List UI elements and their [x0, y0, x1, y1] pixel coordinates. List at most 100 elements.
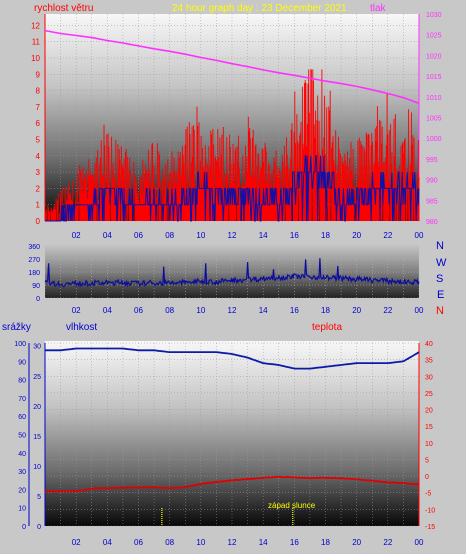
- wind-tick-label: 4: [36, 152, 41, 161]
- x-tick-label-middle: 04: [103, 306, 112, 315]
- x-tick-label-middle: 16: [290, 306, 299, 315]
- humidity-tick-label: 20: [18, 487, 26, 494]
- temperature-tick-label: 35: [425, 358, 433, 365]
- pressure-tick-label: 1025: [426, 33, 442, 40]
- x-tick-label-middle: 06: [134, 306, 143, 315]
- wind-tick-label: 2: [36, 184, 41, 193]
- pressure-tick-label: 1005: [426, 116, 442, 123]
- x-tick-label-middle: 08: [165, 306, 174, 315]
- x-tick-label-middle: 02: [72, 306, 81, 315]
- wind-tick-label: 12: [31, 21, 40, 30]
- humidity-tick-label: 50: [18, 433, 26, 440]
- pressure-axis-title: tlak: [370, 3, 387, 14]
- x-tick-label-bottom: 18: [321, 538, 330, 547]
- axis-tick-labels: 0123456789101112980985990995100010051010…: [14, 12, 441, 547]
- wind-tick-label: 9: [36, 70, 41, 79]
- x-tick-label-bottom: 00: [415, 538, 424, 547]
- humidity-tick-label: 0: [22, 524, 26, 531]
- x-tick-label-bottom: 02: [72, 538, 81, 547]
- wind-tick-label: 3: [36, 168, 41, 177]
- wind-tick-label: 10: [31, 54, 40, 63]
- rain-tick-label: 0: [37, 524, 41, 531]
- temperature-tick-label: 30: [425, 374, 433, 381]
- wind-tick-label: 7: [36, 103, 41, 112]
- x-tick-label-top: 04: [103, 231, 112, 240]
- compass-label-w: W: [436, 257, 447, 269]
- humidity-tick-label: 60: [18, 414, 26, 421]
- temperature-series: [44, 475, 420, 493]
- x-tick-label-top: 06: [134, 231, 143, 240]
- wind-tick-label: 11: [32, 38, 41, 47]
- humidity-tick-label: 30: [18, 469, 26, 476]
- pressure-tick-label: 980: [426, 219, 438, 226]
- pressure-series: [44, 29, 420, 105]
- compass-label-n-top: N: [436, 240, 444, 252]
- compass-label-n-bottom: N: [436, 305, 444, 317]
- rain-tick-label: 5: [37, 494, 41, 501]
- humidity-temperature-grid: [28, 342, 420, 527]
- humidity-tick-label: 10: [18, 506, 26, 513]
- pressure-tick-label: 1020: [426, 53, 442, 60]
- pressure-tick-label: 985: [426, 198, 438, 205]
- x-tick-label-bottom: 10: [196, 538, 205, 547]
- x-tick-label-top: 14: [259, 231, 268, 240]
- x-tick-label-bottom: 12: [228, 538, 237, 547]
- rain-tick-label: 20: [33, 404, 41, 411]
- humidity-axis-title: vlhkost: [66, 322, 97, 333]
- x-tick-label-middle: 22: [383, 306, 392, 315]
- x-tick-label-bottom: 16: [290, 538, 299, 547]
- pressure-tick-label: 1030: [426, 12, 442, 19]
- direction-tick-label: 360: [28, 244, 40, 251]
- pressure-tick-label: 1015: [426, 74, 442, 81]
- direction-tick-label: 0: [36, 296, 40, 303]
- humidity-temperature-series: [44, 347, 420, 526]
- rain-axis-title: srážky: [2, 322, 31, 333]
- compass-label-s: S: [436, 273, 443, 285]
- wind-direction-series: [44, 258, 420, 288]
- x-tick-label-top: 16: [290, 231, 299, 240]
- x-tick-label-top: 12: [228, 231, 237, 240]
- wind-tick-label: 8: [36, 87, 41, 96]
- x-tick-label-bottom: 04: [103, 538, 112, 547]
- pressure-tick-label: 990: [426, 178, 438, 185]
- temperature-tick-label: 15: [425, 424, 433, 431]
- rain-tick-label: 30: [33, 344, 41, 351]
- wind-tick-label: 5: [36, 136, 41, 145]
- x-tick-label-top: 02: [72, 231, 81, 240]
- x-tick-label-middle: 18: [321, 306, 330, 315]
- temperature-tick-label: 5: [425, 457, 429, 464]
- x-tick-label-top: 22: [383, 231, 392, 240]
- x-tick-label-middle: 14: [259, 306, 268, 315]
- sunset-label: západ slunce: [268, 501, 316, 510]
- x-tick-label-middle: 12: [228, 306, 237, 315]
- direction-tick-label: 270: [28, 257, 40, 264]
- temperature-tick-label: 0: [425, 474, 429, 481]
- rain-tick-label: 10: [33, 464, 41, 471]
- temperature-tick-label: 10: [425, 441, 433, 448]
- x-tick-label-bottom: 08: [165, 538, 174, 547]
- rain-tick-label: 25: [33, 374, 41, 381]
- temperature-tick-label: 40: [425, 341, 433, 348]
- temperature-tick-label: 20: [425, 408, 433, 415]
- x-tick-label-top: 00: [415, 231, 424, 240]
- x-tick-label-bottom: 20: [352, 538, 361, 547]
- humidity-tick-label: 100: [14, 341, 26, 348]
- x-tick-label-middle: 10: [196, 306, 205, 315]
- humidity-tick-label: 40: [18, 451, 26, 458]
- rain-tick-label: 15: [33, 434, 41, 441]
- x-tick-label-top: 20: [352, 231, 361, 240]
- chart-title: 24 hour graph day : 23 December 2021: [172, 3, 347, 14]
- x-tick-label-bottom: 06: [134, 538, 143, 547]
- wind-tick-label: 1: [36, 201, 41, 210]
- wind-direction-grid: [44, 245, 420, 299]
- temperature-tick-label: -10: [425, 507, 435, 514]
- pressure-tick-label: 995: [426, 157, 438, 164]
- x-tick-label-bottom: 14: [259, 538, 268, 547]
- wind-pressure-series: [44, 29, 420, 222]
- wind-direction-series: [44, 258, 420, 288]
- humidity-tick-label: 90: [18, 359, 26, 366]
- temperature-tick-label: 25: [425, 391, 433, 398]
- x-tick-label-middle: 00: [415, 306, 424, 315]
